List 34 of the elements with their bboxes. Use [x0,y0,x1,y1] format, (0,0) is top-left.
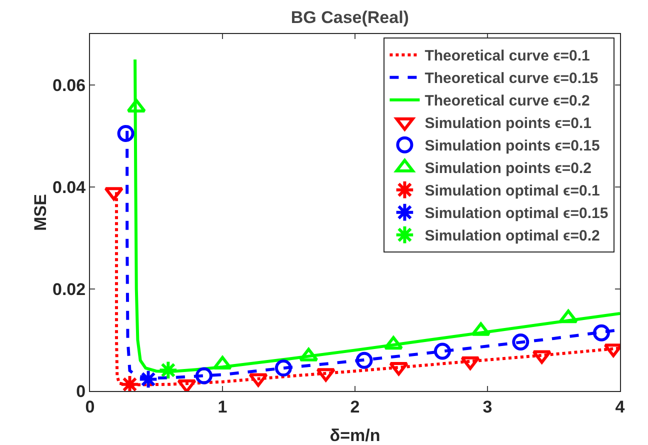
legend-label: Theoretical curve ϵ=0.2 [424,92,590,110]
legend-label: Simulation points ϵ=0.2 [424,160,592,178]
legend-label: Simulation optimal ϵ=0.2 [424,228,600,245]
point [512,334,530,351]
point [316,368,336,382]
y-tick-label: 0.02 [52,280,86,299]
point [274,360,292,377]
point [158,360,178,380]
point [460,356,480,370]
point [195,367,212,384]
legend-label: Simulation points ϵ=0.1 [424,115,592,132]
point [248,373,268,387]
legend-label: Simulation points ϵ=0.15 [424,138,600,155]
y-tick-label: 0.06 [52,76,86,95]
x-tick-label: 4 [615,397,626,416]
point [532,350,552,364]
x-axis-title: δ=m/n [330,426,380,445]
legend-label: Theoretical curve ϵ=0.1 [424,48,590,65]
legend-label: Simulation optimal ϵ=0.1 [424,182,600,200]
y-axis-title: MSE [31,194,50,231]
x-tick-label: 2 [350,397,360,416]
legend-label: Theoretical curve ϵ=0.15 [424,70,598,88]
legend-label: Simulation optimal ϵ=0.15 [424,205,608,222]
x-tick-label: 1 [218,397,228,416]
point [434,342,451,360]
point [389,362,408,376]
point [117,124,134,142]
y-tick-label: 0.04 [52,178,86,197]
point [138,369,158,390]
x-tick-label: 3 [482,397,492,416]
point [356,352,373,369]
point [592,324,610,342]
chart-title: BG Case(Real) [290,8,409,28]
y-tick-label: 0 [76,382,86,401]
